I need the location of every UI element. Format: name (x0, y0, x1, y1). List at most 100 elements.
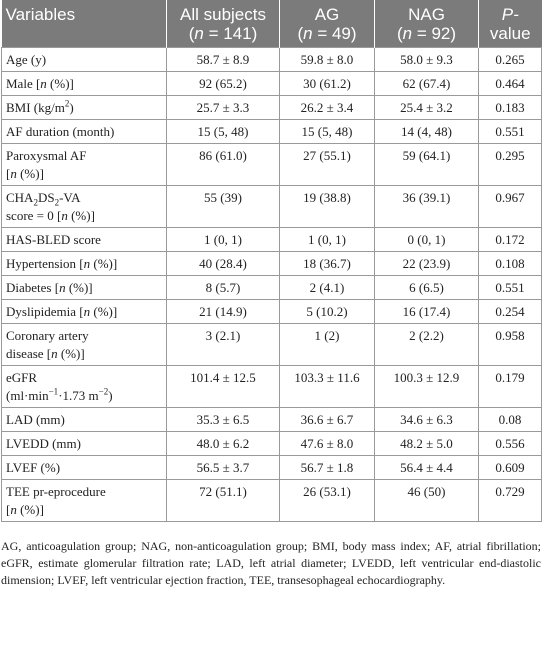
header-all-subjects-n: n (194, 24, 204, 43)
header-all-subjects-value: = 141) (203, 24, 258, 43)
variable-text-end: (%)] (67, 208, 95, 223)
variable-text: score = 0 [ (6, 208, 62, 223)
nag-cell: 16 (17.4) (374, 299, 479, 324)
ag-cell: 1 (2) (279, 323, 375, 366)
all-subjects-cell: 56.5 ± 3.7 (166, 455, 280, 480)
all-subjects-cell: 86 (61.0) (166, 143, 280, 186)
variable-text-end: (%)] (16, 166, 44, 181)
all-subjects-cell: 92 (65.2) (166, 71, 280, 96)
nag-cell: 58.0 ± 9.3 (374, 47, 479, 72)
all-subjects-cell: 21 (14.9) (166, 299, 280, 324)
variable-cell: BMI (kg/m2) (1, 95, 167, 120)
variable-text: LVEDD (mm) (6, 436, 81, 451)
variable-line1: Coronary artery (6, 328, 89, 343)
header-nag-count: (n = 92) (380, 24, 473, 43)
variable-n: n (51, 346, 58, 361)
p-value-cell: 0.172 (478, 227, 542, 252)
variable-text-end: -VA (59, 190, 81, 205)
all-subjects-cell: 72 (51.1) (166, 479, 280, 522)
variable-cell: Paroxysmal AF [n (%)] (1, 143, 167, 186)
table-row: LVEDD (mm) 48.0 ± 6.2 47.6 ± 8.0 48.2 ± 5.0… (1, 431, 542, 456)
variable-n: n (10, 502, 17, 517)
table-row: LVEF (%) 56.5 ± 3.7 56.7 ± 1.8 56.4 ± 4.4 0.… (1, 455, 542, 480)
variable-text: LAD (mm) (6, 412, 65, 427)
variable-text-end: ) (69, 100, 74, 115)
variable-line1: TEE pr-eprocedure (6, 484, 106, 499)
variable-line1: LVEF (%) (6, 460, 60, 475)
header-p-value: P- value (478, 0, 542, 48)
header-nag: NAG (n = 92) (374, 0, 479, 48)
variable-line1: BMI (kg/m2) (6, 99, 74, 115)
table-row: HAS-BLED score 1 (0, 1) 1 (0, 1) 0 (0, 1) 0.… (1, 227, 542, 252)
variable-line1: Age (y) (6, 52, 46, 67)
table-header: Variables All subjects (n = 141) AG (n =… (1, 0, 542, 48)
p-value-cell: 0.729 (478, 479, 542, 522)
header-all-subjects-count: (n = 141) (172, 24, 274, 43)
variable-cell: Male [n (%)] (1, 71, 167, 96)
variable-line1: Diabetes [n (%)] (6, 280, 93, 295)
table-row: AF duration (month) 15 (5, 48) 15 (5, 48) 1… (1, 119, 542, 144)
all-subjects-cell: 58.7 ± 8.9 (166, 47, 280, 72)
header-all-subjects-open: ( (188, 24, 195, 43)
p-value-cell: 0.254 (478, 299, 542, 324)
variable-cell: LVEDD (mm) (1, 431, 167, 456)
table-row: TEE pr-eprocedure [n (%)] 72 (51.1) 26 (53.… (1, 479, 542, 522)
variable-text: eGFR (6, 370, 38, 385)
nag-cell: 34.6 ± 6.3 (374, 407, 479, 432)
variable-text: [ (6, 166, 11, 181)
nag-cell: 2 (2.2) (374, 323, 479, 366)
table-row: Dyslipidemia [n (%)] 21 (14.9) 5 (10.2) 16 … (1, 299, 542, 324)
ag-cell: 27 (55.1) (279, 143, 375, 186)
header-all-subjects: All subjects (n = 141) (166, 0, 280, 48)
header-nag-label: NAG (408, 5, 445, 24)
nag-cell: 48.2 ± 5.0 (374, 431, 479, 456)
ag-cell: 36.6 ± 6.7 (279, 407, 375, 432)
variable-line1: CHA2DS2-VA (6, 190, 81, 207)
p-value-cell: 0.551 (478, 275, 542, 300)
p-value-cell: 0.179 (478, 365, 542, 408)
variable-text: HAS-BLED score (6, 232, 101, 247)
nag-cell: 14 (4, 48) (374, 119, 479, 144)
header-nag-value: = 92) (412, 24, 457, 43)
ag-cell: 59.8 ± 8.0 (279, 47, 375, 72)
variable-text: [ (6, 502, 11, 517)
variable-cell: CHA2DS2-VA score = 0 [n (%)] (1, 185, 167, 228)
variable-cell: LAD (mm) (1, 407, 167, 432)
p-value-cell: 0.108 (478, 251, 542, 276)
ag-cell: 26 (53.1) (279, 479, 375, 522)
variable-text: Hypertension [ (6, 256, 84, 271)
variable-cell: TEE pr-eprocedure [n (%)] (1, 479, 167, 522)
variable-text: Paroxysmal AF (6, 148, 87, 163)
variable-line2: disease [n (%)] (6, 346, 85, 361)
variable-text: Diabetes [ (6, 280, 60, 295)
ag-cell: 18 (36.7) (279, 251, 375, 276)
ag-cell: 19 (38.8) (279, 185, 375, 228)
variable-superscript: −1 (48, 386, 59, 397)
header-value-label: value (489, 24, 531, 43)
variable-line2: (ml·min−1·1.73 m−2) (6, 386, 113, 403)
p-value-cell: 0.609 (478, 455, 542, 480)
header-ag-open: ( (297, 24, 304, 43)
nag-cell: 22 (23.9) (374, 251, 479, 276)
variable-text-end: (%)] (57, 346, 85, 361)
p-value-cell: 0.967 (478, 185, 542, 228)
nag-cell: 6 (6.5) (374, 275, 479, 300)
all-subjects-cell: 25.7 ± 3.3 (166, 95, 280, 120)
p-value-cell: 0.183 (478, 95, 542, 120)
table-row: Coronary artery disease [n (%)] 3 (2.1) 1 (… (1, 323, 542, 366)
variable-text-end: ) (108, 388, 113, 403)
header-p-label: P- (501, 5, 519, 24)
variable-text-mid: DS (37, 190, 55, 205)
all-subjects-cell: 55 (39) (166, 185, 280, 228)
variable-text-end: (%)] (16, 502, 44, 517)
variable-text-end: (%)] (65, 280, 93, 295)
variable-text: TEE pr-eprocedure (6, 484, 106, 499)
variable-line1: Male [n (%)] (6, 76, 74, 91)
variable-cell: AF duration (month) (1, 119, 167, 144)
variable-line1: LVEDD (mm) (6, 436, 81, 451)
variable-text: Age (y) (6, 52, 47, 67)
nag-cell: 25.4 ± 3.2 (374, 95, 479, 120)
variable-text: LVEF (%) (6, 460, 61, 475)
variable-n: n (10, 166, 17, 181)
header-all-subjects-label: All subjects (180, 5, 266, 24)
